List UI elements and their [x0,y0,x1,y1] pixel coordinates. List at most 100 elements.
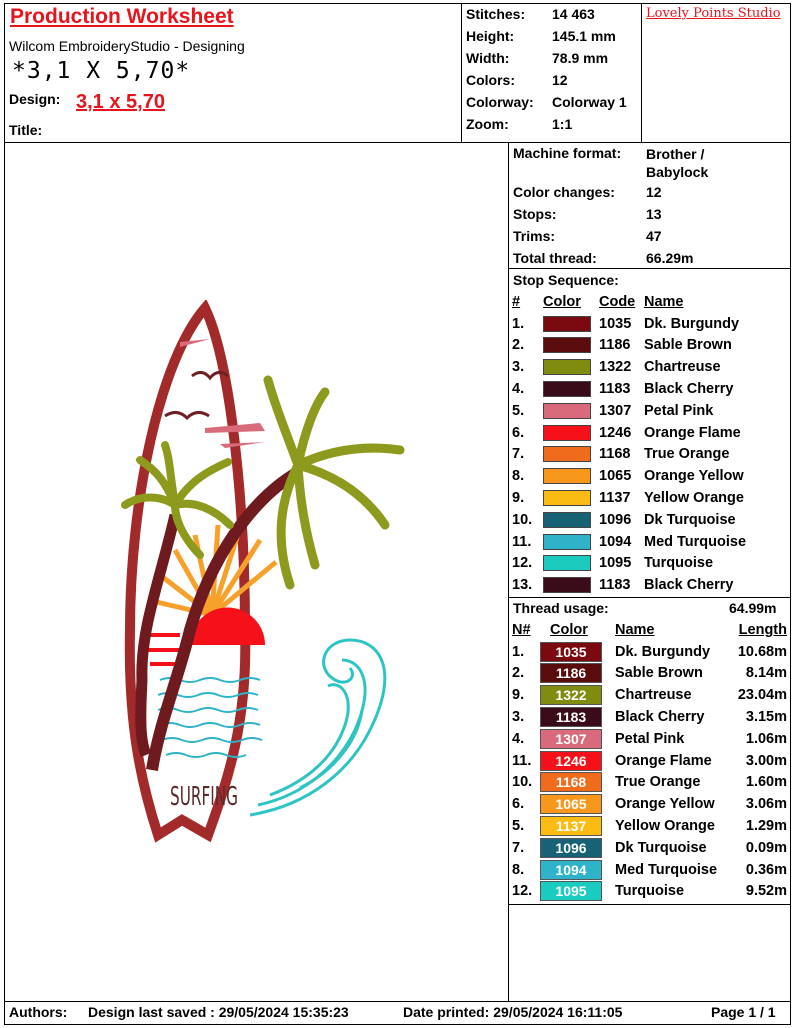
seq-swatch-cell [540,487,599,509]
stat-value: 12 [552,72,568,88]
usage-name: True Orange [615,774,701,791]
thread-usage-row: 12. 1095 Turquoise 9.52m [512,881,787,903]
seq-swatch-cell [540,509,599,531]
footer-authors: Authors: [9,1004,68,1020]
seq-code: 1246 [599,424,632,441]
seq-num: 4. [512,381,525,398]
usage-name: Sable Brown [615,665,703,682]
usage-swatch-cell: 1137 [540,815,615,837]
stop-sequence-row: 10. 1096 Dk Turquoise [512,509,746,531]
color-code-badge: 1186 [540,663,602,684]
sun-stripes [145,633,180,666]
seq-name: Orange Yellow [644,468,744,485]
usage-length: 23.04m [737,687,787,704]
color-code-badge: 1183 [540,707,602,728]
seq-code: 1137 [599,490,631,507]
seq-code: 1035 [599,315,632,332]
stop-sequence-table: # Color Code Name 1. 1035 Dk. Burgundy 2. 11… [512,291,746,596]
thread-usage-row: 9. 1322 Chartreuse 23.04m [512,684,787,706]
seq-swatch-cell [540,531,599,553]
seq-code: 1168 [599,446,631,463]
stat-label: Colorway: [466,94,534,110]
usage-name: Orange Yellow [615,796,715,813]
machine-label: Total thread: [513,250,597,266]
worksheet-title: Production Worksheet [10,5,234,28]
stat-label: Colors: [466,72,515,88]
stat-label: Width: [466,50,510,66]
stat-value: 1:1 [552,116,573,132]
usage-swatch-cell: 1186 [540,663,615,685]
usage-swatch-cell: 1035 [540,641,615,663]
machine-value: 12 [646,184,662,200]
color-swatch [543,446,591,463]
usage-header-name: Name [615,621,655,638]
color-code-badge: 1035 [540,641,602,662]
surfboard-outline [124,300,251,843]
seq-code: 1096 [599,511,632,528]
thread-usage-row: 8. 1094 Med Turquoise 0.36m [512,859,787,881]
thread-usage-row: 2. 1186 Sable Brown 8.14m [512,663,787,685]
seq-name: Black Cherry [644,381,734,398]
thread-usage-row: 5. 1137 Yellow Orange 1.29m [512,815,787,837]
usage-num: 5. [512,818,525,835]
usage-name: Petal Pink [615,730,685,747]
seq-num: 2. [512,337,525,354]
seq-swatch-cell [540,378,599,400]
seq-num: 9. [512,490,525,507]
stat-label: Zoom: [466,116,509,132]
usage-length: 9.52m [745,883,787,900]
usage-name: Med Turquoise [615,861,718,878]
seq-swatch-cell [540,400,599,422]
machine-label: Machine format: [513,145,622,161]
machine-divider [508,268,791,269]
stop-sequence-row: 7. 1168 True Orange [512,444,746,466]
usage-length: 0.36m [745,861,787,878]
worksheet-frame [4,3,791,1025]
seq-name: True Orange [644,446,730,463]
color-code-badge: 1246 [540,750,602,771]
seq-num: 6. [512,424,525,441]
thread-usage-row: 1. 1035 Dk. Burgundy 10.68m [512,641,787,663]
stop-sequence-row: 6. 1246 Orange Flame [512,422,746,444]
table-divider [508,142,509,1002]
seq-swatch-cell [540,553,599,575]
footer-divider [4,1001,791,1002]
sequence-divider [508,597,791,598]
usage-length: 3.00m [745,752,787,769]
stat-value: 145.1 mm [552,28,616,44]
footer-printed: Date printed: 29/05/2024 16:11:05 [403,1004,623,1020]
color-code-badge: 1095 [540,881,602,902]
stop-sequence-row: 5. 1307 Petal Pink [512,400,746,422]
seq-code: 1095 [599,555,632,572]
seq-swatch-cell [540,465,599,487]
color-swatch [543,555,591,572]
seq-num: 10. [512,511,533,528]
usage-num: 1. [512,643,525,660]
studio-divider [641,3,642,142]
machine-value: 66.29m [646,250,694,266]
surfing-text: SURFING [170,782,238,812]
seq-num: 3. [512,359,525,376]
color-code-badge: 1137 [540,816,602,837]
color-code-badge: 1094 [540,859,602,880]
usage-num: 7. [512,839,525,856]
seq-code: 1183 [599,381,631,398]
seq-swatch-cell [540,313,599,335]
palm-trunk-right [146,466,302,771]
usage-length: 8.14m [745,665,787,682]
machine-label: Trims: [513,228,556,244]
stop-sequence-row: 3. 1322 Chartreuse [512,356,746,378]
seq-name: Black Cherry [644,577,734,594]
usage-header-color: Color [550,621,588,638]
thread-usage-row: 6. 1065 Orange Yellow 3.06m [512,793,787,815]
usage-length: 1.29m [745,818,787,835]
thread-usage-table: N# Color Name Length 1. 1035 Dk. Burgundy 1… [512,619,787,902]
usage-swatch-cell: 1183 [540,706,615,728]
size-note: *3,1 X 5,70* [12,58,191,84]
palm-trunk-left [135,513,181,758]
software-name: Wilcom EmbroideryStudio - Designing [9,38,245,54]
header-divider [4,142,791,143]
usage-name: Orange Flame [615,752,712,769]
machine-value: 13 [646,206,662,222]
footer-page: Page 1 / 1 [711,1004,776,1020]
